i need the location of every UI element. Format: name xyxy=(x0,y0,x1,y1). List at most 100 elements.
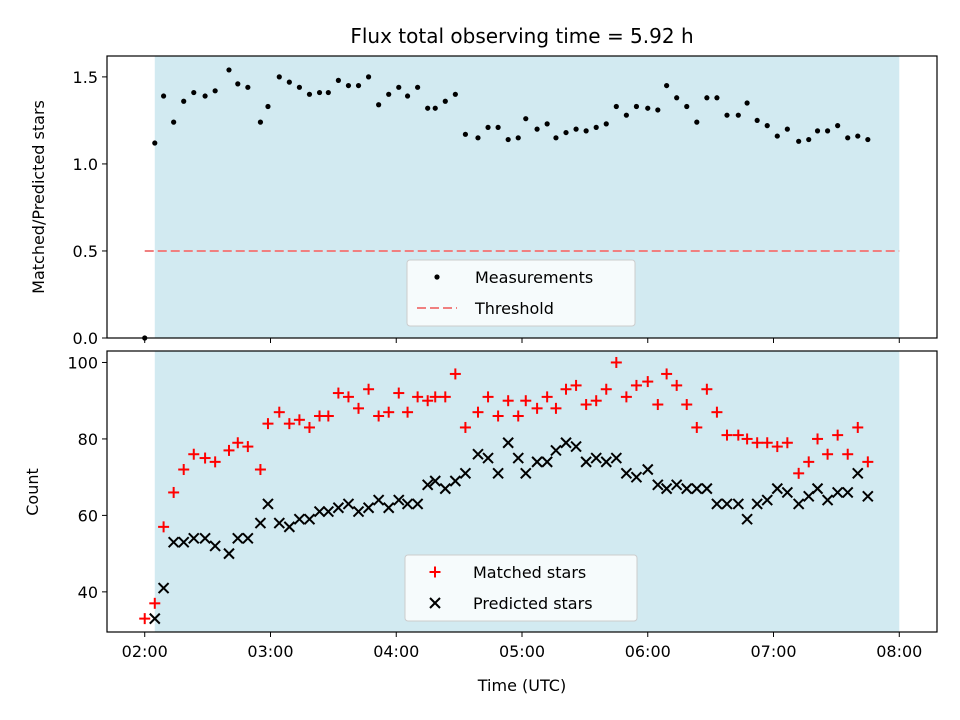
predicted-star-point xyxy=(751,498,763,510)
x-tick-label: 07:00 xyxy=(750,642,796,661)
measurement-point xyxy=(655,107,661,113)
predicted-star-point xyxy=(502,437,514,449)
measurement-point xyxy=(485,124,491,130)
measurement-point xyxy=(442,98,448,104)
matched-star-point xyxy=(721,429,733,441)
matched-star-point xyxy=(781,437,793,449)
measurement-point xyxy=(855,133,861,139)
predicted-star-point xyxy=(821,494,834,506)
predicted-star-point xyxy=(449,475,462,487)
measurement-point xyxy=(235,81,241,87)
bottom-panel: 40 60 80 100 02:00 03:00 04:00 05:00 06:00 07:00 0… xyxy=(67,350,938,661)
measurement-point xyxy=(724,112,730,118)
measurement-point xyxy=(495,124,501,130)
measurement-point xyxy=(316,89,323,96)
measurement-point xyxy=(432,105,438,111)
x-tick-label: 04:00 xyxy=(373,642,419,661)
measurement-point xyxy=(684,103,690,110)
chart-title: Flux total observing time = 5.92 h xyxy=(350,24,693,48)
legend: Measurements Threshold xyxy=(406,259,636,327)
matched-star-point xyxy=(531,402,543,414)
predicted-star-point xyxy=(188,532,200,545)
predicted-star-point xyxy=(439,482,451,495)
legend-label: Threshold xyxy=(474,299,554,318)
matched-star-point xyxy=(158,521,170,533)
predicted-star-point xyxy=(322,505,335,518)
predicted-star-point xyxy=(570,440,582,453)
predicted-star-point xyxy=(701,482,713,495)
matched-star-point xyxy=(254,464,266,476)
matched-star-point xyxy=(671,379,683,391)
x-axis-label: Time (UTC) xyxy=(477,676,566,695)
measurement-point xyxy=(396,84,402,90)
matched-star-point xyxy=(332,387,344,399)
y-tick-label: 40 xyxy=(78,583,98,602)
measurement-point xyxy=(534,126,540,132)
legend-label: Predicted stars xyxy=(473,594,593,613)
predicted-star-point xyxy=(761,494,773,506)
matched-star-point xyxy=(482,391,494,403)
predicted-star-point xyxy=(242,532,254,545)
measurement-point xyxy=(573,126,579,132)
matched-star-point xyxy=(449,368,461,380)
predicted-star-point xyxy=(550,444,562,457)
measurement-point xyxy=(376,102,382,108)
matched-star-point xyxy=(242,441,254,453)
matched-star-point xyxy=(652,399,664,411)
matched-star-point xyxy=(178,464,190,476)
measurement-point xyxy=(276,74,282,80)
matched-star-point xyxy=(429,391,441,403)
matched-star-point xyxy=(832,429,844,441)
predicted-star-point xyxy=(600,456,612,468)
matched-star-point xyxy=(681,399,693,411)
matched-star-point xyxy=(711,406,723,418)
predicted-star-point xyxy=(862,490,874,502)
matched-star-point xyxy=(149,597,161,609)
measurement-point xyxy=(325,89,331,96)
measurement-point xyxy=(452,91,458,97)
predicted-star-point xyxy=(459,467,472,480)
y-axis-label-bottom: Count xyxy=(23,468,42,516)
measurement-point xyxy=(296,84,303,90)
measurement-point xyxy=(505,136,511,143)
predicted-star-point xyxy=(792,498,805,510)
measurement-point xyxy=(523,116,529,122)
measurement-point xyxy=(226,67,232,73)
predicted-star-point xyxy=(560,437,572,449)
axes-frame xyxy=(106,55,938,339)
predicted-star-point xyxy=(223,547,235,560)
predicted-star-point xyxy=(232,532,244,545)
measurement-point xyxy=(593,124,599,130)
x-tick-label: 05:00 xyxy=(499,642,545,661)
predicted-star-point xyxy=(732,498,745,510)
measurement-point xyxy=(865,136,871,143)
y-axis-label-top: Matched/Predicted stars xyxy=(29,100,48,294)
matched-star-point xyxy=(492,410,504,422)
predicted-star-point xyxy=(293,513,306,525)
measurement-point xyxy=(191,89,197,96)
predicted-star-point xyxy=(652,479,664,491)
predicted-star-point xyxy=(472,448,484,460)
legend-label: Matched stars xyxy=(473,563,586,582)
measurement-point xyxy=(744,100,750,106)
predicted-star-point xyxy=(178,536,190,548)
matched-star-point xyxy=(223,444,235,456)
predicted-star-point xyxy=(541,456,553,468)
matched-star-point xyxy=(590,395,602,407)
predicted-star-point xyxy=(149,612,161,625)
measurement-point xyxy=(674,95,680,101)
matched-star-point xyxy=(373,410,385,422)
matched-star-point xyxy=(751,437,763,449)
measurement-point xyxy=(623,112,629,118)
matched-star-point xyxy=(139,613,151,625)
matched-star-point xyxy=(422,395,434,407)
measurement-point xyxy=(181,98,187,104)
matched-star-point xyxy=(600,383,612,395)
matched-star-point xyxy=(512,410,524,422)
predicted-star-point xyxy=(681,482,693,495)
matched-star-point xyxy=(822,448,834,460)
measurement-point xyxy=(160,93,167,99)
legend-marker-measurements xyxy=(434,274,440,280)
legend: Matched stars Predicted stars xyxy=(404,554,638,622)
predicted-star-point xyxy=(342,498,355,510)
